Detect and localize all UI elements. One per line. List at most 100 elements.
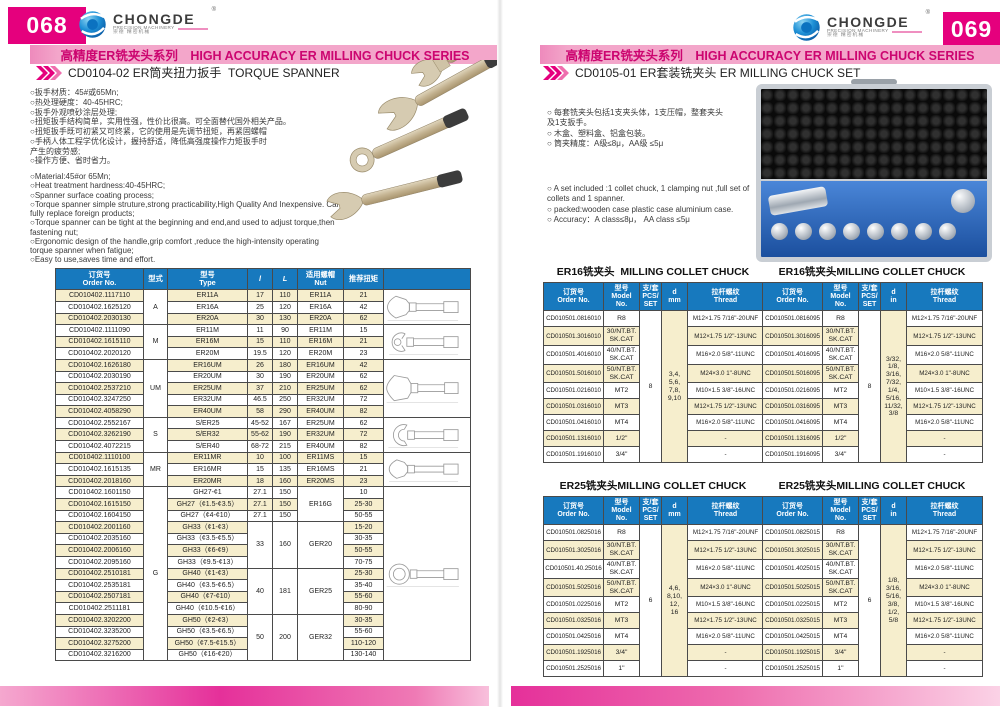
triple-chevron-icon <box>36 65 62 80</box>
bullet-list-en: ○Material:45#or 65Mn; ○Heat treatment har… <box>30 172 342 265</box>
cell: GH50（¢16-¢20） <box>167 648 248 662</box>
cell: 21 <box>343 335 384 349</box>
cell: CD010501.0416010 <box>543 414 604 432</box>
table-row: CD010402.2001160 GH33（¢1-¢3） 33 160 GER20 15-… <box>55 521 471 569</box>
cell: CD010501.0425016 <box>543 628 604 646</box>
table-row: CD010501.1925016 3/4" - <box>543 644 764 662</box>
cell: ER25UM <box>297 382 344 395</box>
series-banner: 高精度ER铣夹头系列 HIGH ACCURACY ER MILLING CHUC… <box>540 45 1000 64</box>
cell: CD010402.1615150 <box>55 498 144 511</box>
chongde-logo: CHONGDE PRECISION MACHINERY 崇德 精密机械 ® <box>790 8 930 46</box>
cell: UM <box>143 358 168 418</box>
column-header: 支/套 PCS/ SET <box>858 495 881 526</box>
cell: 72 <box>343 393 384 407</box>
cell: CD010402.2020120 <box>55 347 144 360</box>
table-row: CD010402.1615110 ER16M 15 110 ER16M 21 <box>55 335 471 349</box>
cell: 120 <box>272 300 298 314</box>
cell: CD010402.3275200 <box>55 637 144 650</box>
logo-pink-line <box>891 30 922 33</box>
cell: CD010501.0225016 <box>543 596 604 614</box>
cell: 100 <box>272 451 298 465</box>
column-header: 型式 <box>143 267 168 291</box>
cell: ER25UM <box>167 382 248 395</box>
table-row: CD010501.5016010 50/NT.BT. SK.CAT M24×3.0 … <box>543 363 764 384</box>
column-header: 拉杆螺纹 Thread <box>906 281 983 312</box>
cell: ER11M <box>167 324 248 337</box>
cell: 15 <box>343 451 384 465</box>
cell: 215 <box>272 440 298 453</box>
section-title-right: CD0105-01 ER套装铣夹头 ER MILLING CHUCK SET <box>543 64 860 81</box>
cell: CD010501.4025015 <box>762 559 823 579</box>
cell: ER16UM <box>167 358 248 372</box>
cell: MT2 <box>603 596 640 614</box>
cell: 46.5 <box>247 393 273 407</box>
cell: 130-140 <box>343 648 384 662</box>
cell: - <box>687 446 764 464</box>
drawing-hook-m <box>383 324 471 360</box>
cell: 1" <box>603 660 640 678</box>
cell: 25 <box>247 300 273 314</box>
cell: 25-30 <box>343 567 384 581</box>
cell: MT4 <box>603 628 640 646</box>
brand-subtitle: PRECISION MACHINERY <box>113 25 175 31</box>
cell: CD010402.1601150 <box>55 486 144 500</box>
cell: ER11M <box>297 324 344 337</box>
cell: ER20A <box>297 312 344 326</box>
cell: CD010501.0216010 <box>543 382 604 400</box>
cell: 3/4" <box>822 446 859 464</box>
cell: 180 <box>272 358 298 372</box>
bullet-item: ○Material:45#or 65Mn; <box>30 172 111 181</box>
table-row: CD010402.1604150 GH27（¢4-¢10） 27.1 150 50-55 <box>55 509 471 523</box>
cell: CD010501.0225015 <box>762 596 823 614</box>
cell: M12×1.75 1/2"-13UNC <box>906 326 983 347</box>
cell: CD010402.4072215 <box>55 440 144 453</box>
cell: R8 <box>603 310 640 328</box>
case-handle <box>851 79 897 85</box>
table-row: CD010501.5025016 50/NT.BT. SK.CAT M24×3.0 … <box>543 577 764 598</box>
cell: 62 <box>343 312 384 326</box>
header-row: 订货号 Order No. 型号 Model No. 支/套 PCS/ SET d m… <box>543 495 764 526</box>
cell: MT3 <box>603 612 640 630</box>
cell: 167 <box>272 416 298 430</box>
cell: CD010501.5025015 <box>762 577 823 598</box>
cell: CD010402.3262190 <box>55 428 144 442</box>
table-row: CD010402.3262190 S/ER32 55-62 190 ER32UM 72 <box>55 428 471 442</box>
cell: ER11MR <box>167 451 248 465</box>
cell: R8 <box>822 310 859 328</box>
bullet-list-en: ○ A set included :1 collet chuck, 1 clam… <box>547 184 772 226</box>
cell: 181 <box>272 567 298 615</box>
cell: 62 <box>343 370 384 384</box>
cell: CD010501.0816095 <box>762 310 823 328</box>
bullet-item: ○Heat treatment hardness:40-45HRC; <box>30 181 166 191</box>
cell: 23 <box>343 474 384 488</box>
column-header: d mm <box>661 281 688 312</box>
cell: M12×1.75 7/16"-20UNF <box>687 524 764 542</box>
table-row: CD010501.3016095 30/NT.BT. SK.CAT M12×1.75… <box>762 326 983 347</box>
table-row: CD010402.3216200 GH50（¢16-¢20） 130-140 <box>55 648 471 662</box>
table-row: CD010402.2095160 GH33（¢9.5-¢13） 70-75 <box>55 556 471 569</box>
bullet-item: ○Torque spanner can be tight at the begi… <box>30 218 335 237</box>
cell: CD010501.0416095 <box>762 414 823 432</box>
column-header: d in <box>880 495 907 526</box>
cell: 30-35 <box>343 613 384 627</box>
table-row: CD010501.0816010 R8 8 3,4, 5,6, 7,8, 9,10 M1… <box>543 310 764 464</box>
table-row: CD010501.1916010 3/4" - <box>543 446 764 464</box>
cell: 1/2" <box>603 430 640 448</box>
cell: CD010402.2511181 <box>55 602 144 615</box>
cell: G <box>143 486 168 662</box>
cell: 190 <box>272 428 298 442</box>
table-row: CD010501.0216010 MT2 M10×1.5 3/8"-16UNC <box>543 382 764 400</box>
cell: ER16MS <box>297 463 344 476</box>
column-header: 拉杆螺纹 Thread <box>906 495 983 526</box>
cell: 42 <box>343 300 384 314</box>
cell: ER20A <box>167 312 248 326</box>
bullet-item: ○扳手材质：45#或65Mn; <box>30 88 119 97</box>
cell: ER11A <box>297 289 344 302</box>
cell: 1/2" <box>822 430 859 448</box>
column-header: 支/套 PCS/ SET <box>858 281 881 312</box>
cell: 150 <box>272 486 298 500</box>
cell: 200 <box>272 613 298 662</box>
column-header: 订货号 Order No. <box>762 495 823 526</box>
cell: 110 <box>272 335 298 349</box>
bullet-item: ○扳手外观喷砂涂层处理; <box>30 107 118 117</box>
